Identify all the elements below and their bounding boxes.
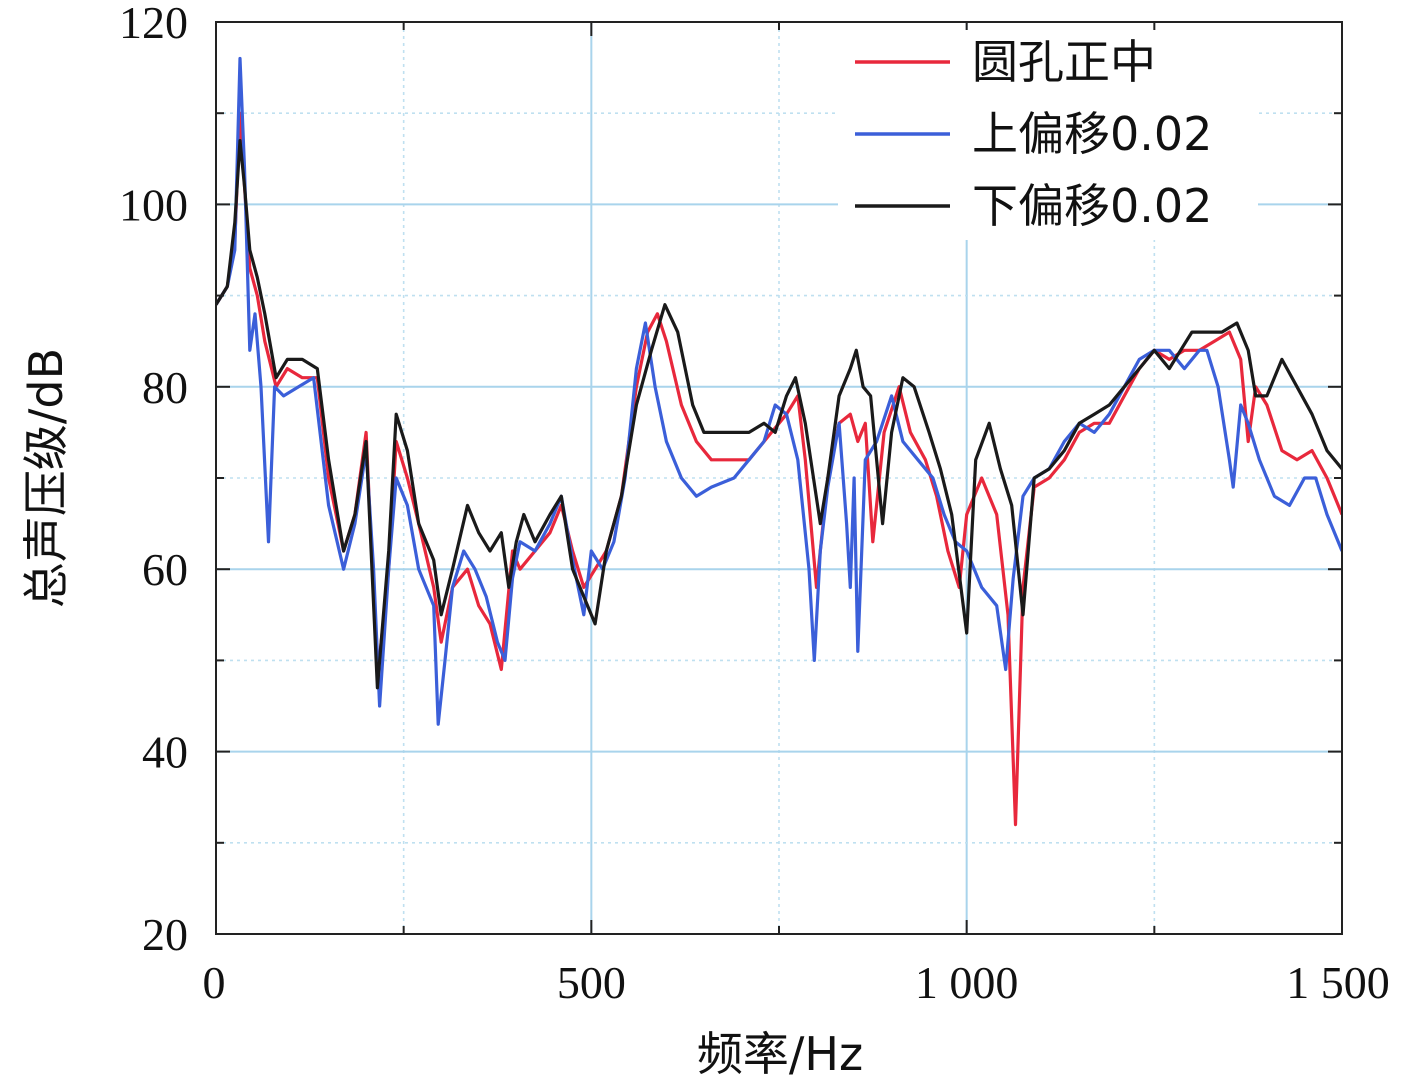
x-tick-label: 1 500: [1286, 957, 1390, 1008]
y-axis-title: 总声压级/dB: [19, 348, 73, 608]
legend-label-2: 上偏移0.02: [972, 107, 1212, 161]
legend-label-3: 下偏移0.02: [972, 179, 1212, 233]
series-layer: [216, 56, 1342, 827]
series-line-3: [216, 139, 1342, 690]
y-tick-label: 100: [119, 179, 188, 230]
x-tick-labels: 0 500 1 000 1 500: [203, 957, 1390, 1008]
x-axis-title: 频率/Hz: [697, 1027, 863, 1081]
y-tick-label: 60: [142, 544, 188, 595]
legend-label-1: 圆孔正中: [972, 35, 1156, 89]
x-tick-label: 0: [203, 957, 226, 1008]
x-tick-label: 500: [557, 957, 626, 1008]
y-tick-label: 120: [119, 0, 188, 48]
y-tick-label: 20: [142, 909, 188, 960]
x-tick-label: 1 000: [915, 957, 1019, 1008]
y-tick-label: 80: [142, 362, 188, 413]
y-tick-labels: 20 40 60 80 100 120: [119, 0, 188, 960]
y-tick-label: 40: [142, 727, 188, 778]
